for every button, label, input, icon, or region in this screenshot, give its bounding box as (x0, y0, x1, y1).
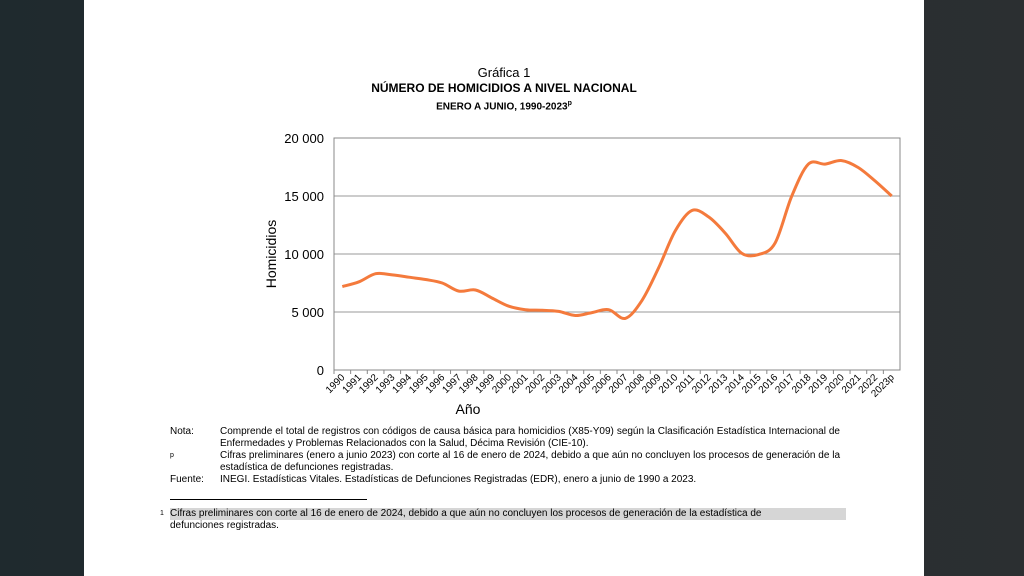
chart-title: Número de Homicidios a nivel nacional (371, 81, 637, 95)
source-row: Fuente: INEGI. Estadísticas Vitales. Est… (170, 474, 840, 486)
footnote: 1 Cifras preliminares con corte al 16 de… (160, 508, 846, 532)
footnote-divider (170, 499, 367, 500)
preliminary-text: Cifras preliminares (enero a junio 2023)… (220, 450, 840, 473)
chart-titles: Gráfica 1 Número de Homicidios a nivel n… (84, 64, 924, 115)
note-text: Comprende el total de registros con códi… (220, 426, 840, 449)
x-axis-label: Año (456, 401, 481, 417)
footnote-text: Cifras preliminares con corte al 16 de e… (170, 508, 846, 532)
note-row: Nota: Comprende el total de registros co… (170, 426, 840, 450)
footnote-line-2: defunciones registradas. (170, 520, 279, 531)
series-line-homicidios (341, 159, 893, 320)
y-tick-label: 15 000 (284, 189, 324, 204)
chart-notes: Nota: Comprende el total de registros co… (170, 426, 840, 486)
chart-subtitle: enero a junio, 1990-2023p (436, 100, 572, 113)
y-axis-ticks: 0 5 000 10 000 15 000 20 000 (284, 131, 324, 378)
document-page: Gráfica 1 Número de Homicidios a nivel n… (84, 0, 924, 576)
y-tick-label: 5 000 (291, 305, 324, 320)
line-chart: 0 5 000 10 000 15 000 20 000 199019911992199… (263, 131, 901, 417)
footnote-mark: 1 (160, 510, 164, 517)
y-tick-label: 20 000 (284, 131, 324, 146)
preliminary-row: p Cifras preliminares (enero a junio 202… (170, 450, 840, 474)
footnote-line-1: Cifras preliminares con corte al 16 de e… (170, 508, 846, 520)
source-text: INEGI. Estadísticas Vitales. Estadística… (220, 474, 697, 485)
gridlines (334, 195, 900, 313)
x-axis-ticks: 1990199119921993199419951996199719981999… (324, 370, 897, 400)
note-label: Nota: (170, 426, 194, 437)
y-axis-label: Homicidios (263, 220, 279, 288)
preliminary-label: p (170, 452, 174, 459)
y-tick-label: 0 (317, 363, 324, 378)
y-tick-label: 10 000 (284, 247, 324, 262)
source-label: Fuente: (170, 474, 204, 485)
subtitle-sup: p (567, 100, 572, 107)
chart-label: Gráfica 1 (477, 65, 531, 80)
